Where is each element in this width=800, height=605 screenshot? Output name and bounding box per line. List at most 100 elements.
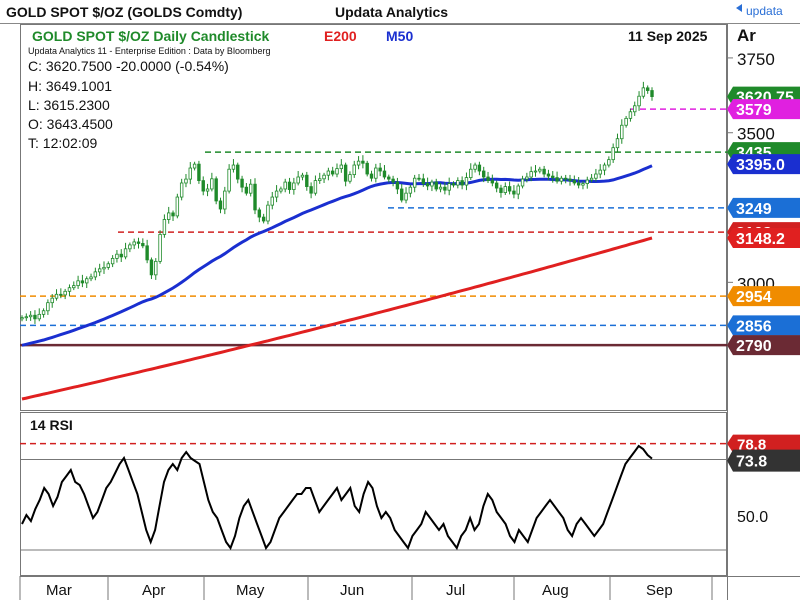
candle [356,156,361,170]
candle [542,165,546,178]
candle [585,176,589,189]
candle [624,115,628,128]
price-tag-3395.0: 3395.0 [727,154,800,175]
x-tick-label: Aug [542,582,569,599]
candle [41,308,46,318]
candle [572,175,577,186]
candle [141,238,145,249]
candle [611,143,615,163]
candle [76,275,80,289]
publisher-title: Updata Analytics [335,4,448,20]
time-value: T: 12:02:09 [28,135,97,151]
candle [529,166,533,182]
candle [473,162,477,173]
candle [348,171,352,184]
rsi-tick-label: 50.0 [737,509,768,526]
candle [387,174,391,183]
rsi-level-tag: 78.8 [727,434,800,454]
rsi-title: 14 RSI [30,417,73,433]
candle [318,172,322,184]
candle [292,177,296,195]
candle [404,187,408,204]
price-tag-3148.2: 3148.2 [727,227,800,248]
candle [391,175,395,187]
candle [581,181,585,190]
candle [115,250,119,263]
candle [37,308,41,322]
candle [313,175,318,196]
candle [240,175,244,193]
candle [119,249,123,262]
candle [460,176,464,190]
candle [50,294,54,308]
candle [171,210,175,221]
candle [227,164,231,194]
candle [382,165,387,180]
candle [283,178,287,193]
candle [20,315,24,322]
candle [645,85,650,94]
candle [175,193,180,219]
candle [261,213,266,224]
e200-line [21,236,653,401]
candle [615,133,620,152]
candle [188,162,192,185]
candle [248,179,253,197]
candle [89,273,93,282]
price-tag-label: 2790 [736,338,772,355]
candle [503,182,507,195]
rsi-last-tag: 73.8 [727,449,800,472]
candle [512,185,516,199]
candle [546,169,551,181]
candle [201,176,205,196]
candle [589,174,594,183]
candle [447,177,451,196]
candle [430,179,434,192]
x-tick-label: Mar [46,582,72,599]
candle [266,200,270,225]
updata-logo-text: updata [746,4,783,18]
m50-legend: M50 [386,28,413,44]
candle [378,162,382,177]
candle [443,182,447,195]
candle [352,160,356,178]
candle [236,162,240,184]
candle [507,181,512,195]
candle [46,299,50,315]
candle [63,288,67,300]
candle [231,159,236,173]
price-tag-2954: 2954 [727,286,800,307]
candle [607,156,611,168]
price-tag-3579: 3579 [727,99,800,120]
candle [598,164,602,179]
candle [395,177,400,195]
candle [538,166,542,174]
candle [425,177,430,191]
candle [274,185,279,203]
price-tag-label: 3249 [736,201,772,218]
candle [568,174,572,186]
low-value: L: 3615.2300 [28,97,110,113]
candle [594,168,598,182]
candle [335,163,339,178]
candle [438,182,443,193]
candle [210,172,214,192]
candle [339,159,344,173]
candle [132,238,136,250]
candle [300,172,305,181]
candle [520,175,525,189]
candle [192,161,197,171]
candle [408,184,413,198]
price-tag-label: 2856 [736,318,772,335]
candle [67,284,72,297]
price-tag-2856: 2856 [727,315,800,336]
candle [451,181,456,188]
candle [369,170,374,182]
m50-line [21,164,653,347]
candle [525,172,529,183]
candle [374,163,378,183]
candle [602,162,607,176]
candle [154,258,158,280]
